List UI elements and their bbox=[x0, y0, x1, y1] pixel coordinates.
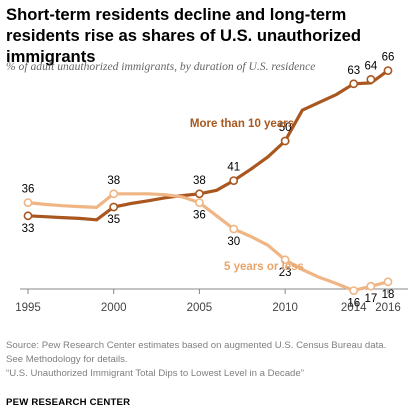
x-tick-label: 2005 bbox=[187, 302, 213, 314]
series-line-1 bbox=[26, 192, 390, 293]
series-name-short-term: 5 years or less bbox=[224, 261, 304, 273]
methodology-line: See Methodology for details. bbox=[6, 354, 128, 365]
value-label: 30 bbox=[227, 236, 240, 248]
data-point-marker bbox=[229, 176, 239, 185]
value-label: 38 bbox=[107, 175, 120, 187]
data-point-marker bbox=[229, 224, 239, 234]
value-label: 33 bbox=[22, 223, 35, 235]
data-point-marker bbox=[383, 66, 393, 75]
value-label: 17 bbox=[364, 293, 377, 305]
series-line-0 bbox=[26, 68, 390, 222]
value-label: 63 bbox=[347, 65, 360, 77]
data-point-marker bbox=[280, 136, 290, 146]
value-label: 41 bbox=[227, 162, 240, 174]
line-chart: 1995 2000 2005 2010 2014 2016 33 35 38 41 50 63 64 6… bbox=[15, 52, 408, 314]
x-axis-ticks: 1995 2000 2005 2010 2014 2016 bbox=[15, 289, 401, 314]
data-point-marker bbox=[195, 189, 204, 199]
value-label: 23 bbox=[279, 267, 292, 279]
x-tick-label: 2000 bbox=[101, 302, 127, 314]
data-point-marker bbox=[383, 277, 393, 287]
source-note: Source: Pew Research Center estimates ba… bbox=[6, 339, 411, 381]
value-labels: 33 35 38 41 50 63 64 66 36 38 36 30 23 16 17 18 bbox=[22, 52, 395, 310]
x-tick-label: 1995 bbox=[15, 302, 41, 314]
source-line: Source: Pew Research Center estimates ba… bbox=[6, 340, 387, 351]
x-tick-label: 2014 bbox=[341, 302, 367, 314]
series-lines bbox=[26, 68, 390, 293]
series-name-long-term: More than 10 years bbox=[190, 118, 294, 130]
chart-subtitle: % of adult unauthorized immigrants, by d… bbox=[6, 60, 316, 73]
data-point-marker bbox=[349, 286, 359, 295]
series-names: More than 10 years 5 years or less bbox=[190, 118, 304, 273]
brand-logo-text: PEW RESEARCH CENTER bbox=[6, 397, 131, 408]
data-point-marker bbox=[349, 79, 359, 89]
value-label: 38 bbox=[193, 175, 206, 187]
x-tick-label: 2016 bbox=[375, 302, 401, 314]
series-markers bbox=[23, 66, 393, 295]
data-point-marker bbox=[23, 198, 33, 207]
data-point-marker bbox=[280, 255, 290, 265]
chart-title: Short-term residents decline and long-te… bbox=[6, 5, 362, 66]
value-label: 64 bbox=[364, 60, 377, 72]
value-label: 18 bbox=[382, 289, 395, 301]
data-point-marker bbox=[366, 281, 376, 291]
value-label: 66 bbox=[382, 52, 395, 64]
data-point-marker bbox=[109, 189, 119, 199]
report-title-line: “U.S. Unauthorized Immigrant Total Dips … bbox=[6, 368, 304, 379]
value-label: 16 bbox=[347, 298, 360, 310]
data-point-marker bbox=[109, 202, 119, 212]
data-point-marker bbox=[366, 75, 376, 84]
value-label: 50 bbox=[279, 122, 292, 134]
x-tick-label: 2010 bbox=[272, 302, 298, 314]
data-point-marker bbox=[23, 211, 33, 221]
value-label: 36 bbox=[193, 210, 206, 222]
value-label: 36 bbox=[22, 184, 35, 196]
data-point-marker bbox=[195, 198, 204, 207]
value-label: 35 bbox=[107, 214, 120, 226]
